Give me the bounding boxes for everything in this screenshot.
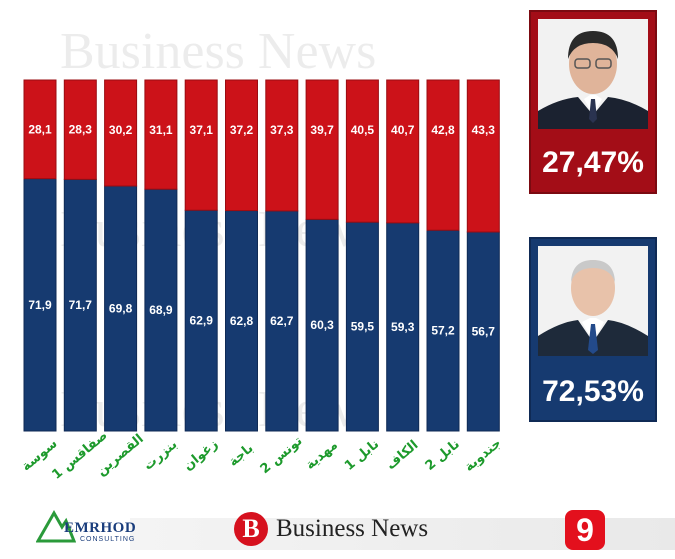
category-label: تونس 2 [258,434,306,478]
candidate-card-red: 27,47% [529,10,657,194]
bar-red [184,79,218,211]
bar-red [63,79,97,180]
bar-red [426,79,460,231]
emrhod-name: EMRHOD [64,520,137,536]
data-label-blue: 59,3 [391,320,415,334]
candidate-portrait-red-icon [538,19,648,129]
bar-red [386,79,420,224]
data-label-red: 30,2 [109,123,133,137]
category-label: الكاف [383,438,421,473]
data-label-blue: 71,7 [69,298,93,312]
bar-red [144,79,178,190]
data-label-red: 42,8 [431,123,455,137]
emrhod-tagline: CONSULTING [80,536,136,543]
bar-blue [345,221,379,432]
category-label: زغوان [181,437,221,474]
candidate-photo-red [538,19,648,129]
bar-red [104,79,138,187]
bar-red [23,79,57,180]
category-label: جندوبة [462,436,505,475]
data-label-blue: 69,8 [109,302,133,316]
category-label: نابل 2 [423,437,463,474]
data-label-red: 28,1 [28,122,52,136]
data-label-blue: 60,3 [310,318,334,332]
category-label: بنزرت [141,437,180,473]
business-news-name: Business News [276,515,429,542]
candidate-photo-blue [538,246,648,356]
candidate-percent-red: 27,47% [542,146,644,179]
data-label-blue: 57,2 [431,324,455,338]
data-label-blue: 62,8 [230,314,254,328]
bar-blue [305,218,339,432]
bar-blue [184,209,218,432]
data-label-blue: 62,7 [270,314,294,328]
bar-blue [104,185,138,432]
bar-blue [426,229,460,432]
category-label: مهدية [303,438,341,473]
data-label-blue: 56,7 [472,324,496,338]
bar-blue [23,178,57,432]
data-label-red: 31,1 [149,123,173,137]
emrhod-mountain-icon [36,509,76,543]
candidate-portrait-blue-icon [538,246,648,356]
data-label-blue: 71,9 [28,298,52,312]
category-label: نابل 1 [342,437,382,474]
bar-blue [144,188,178,432]
data-label-red: 37,1 [190,123,214,137]
data-label-blue: 59,5 [351,320,375,334]
category-label: باجة [226,441,256,470]
candidate-percent-blue: 72,53% [542,375,644,408]
data-label-red: 40,5 [351,123,375,137]
emrhod-logo: EMRHOD CONSULTING [36,505,146,549]
bar-red [265,79,299,212]
data-label-blue: 62,9 [190,314,214,328]
business-news-mark-icon: B [234,512,268,546]
bar-red [345,79,379,223]
bar-blue [225,210,258,432]
bar-red [305,79,339,220]
candidate-card-blue: 72,53% [529,237,657,422]
bar-blue [63,178,97,432]
channel-9-logo: 9 [565,510,605,550]
data-label-red: 43,3 [472,123,496,137]
data-label-red: 39,7 [310,123,334,137]
data-label-blue: 68,9 [149,303,173,317]
bar-red [225,79,258,212]
data-label-red: 28,3 [69,123,93,137]
data-label-red: 40,7 [391,123,415,137]
data-label-red: 37,3 [270,123,294,137]
data-label-red: 37,2 [230,123,254,137]
bar-red [466,79,500,233]
